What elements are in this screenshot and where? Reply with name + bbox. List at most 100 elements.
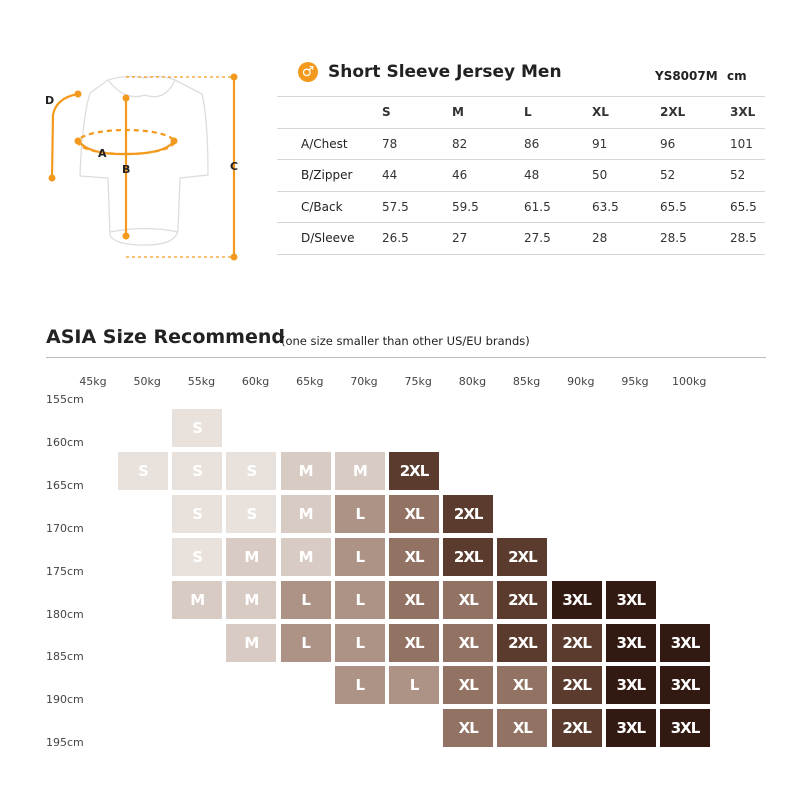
size-cell-2xl: 2XL — [497, 537, 548, 576]
height-label: 165cm — [46, 478, 84, 492]
height-label: 180cm — [46, 607, 84, 621]
size-cell-xl: XL — [443, 623, 494, 662]
size-cell-xl: XL — [497, 666, 548, 705]
table-cell: 52 — [660, 159, 730, 192]
size-cell-xl: XL — [389, 580, 439, 619]
label-d: D — [45, 94, 54, 107]
table-cell: 52 — [730, 159, 765, 192]
table-cell: 50 — [592, 159, 660, 192]
height-label: 160cm — [46, 435, 84, 449]
size-cell-xl: XL — [389, 537, 439, 576]
row-label: C/Back — [277, 191, 382, 223]
product-code: YS8007M — [655, 69, 718, 83]
size-cell-m: M — [226, 537, 277, 576]
size-cell-m: M — [334, 451, 385, 490]
size-cell-xl: XL — [389, 494, 439, 533]
size-cell-m: M — [280, 537, 331, 576]
table-row: B/Zipper 44 46 48 50 52 52 — [277, 159, 765, 192]
height-label: 185cm — [46, 650, 84, 664]
column-header — [277, 96, 382, 129]
table-cell: 26.5 — [382, 222, 452, 255]
table-cell: 44 — [382, 159, 452, 192]
row-label: D/Sleeve — [277, 222, 382, 255]
size-cell-3xl: 3XL — [605, 709, 656, 748]
size-cell-xl: XL — [443, 709, 494, 748]
recommend-note: (one size smaller than other US/EU brand… — [281, 334, 530, 348]
weight-label: 75kg — [404, 375, 432, 388]
size-cell-l: L — [334, 537, 385, 576]
height-label: 170cm — [46, 521, 84, 535]
weight-label: 100kg — [672, 375, 707, 388]
jersey-measurement-diagram: D A B C — [45, 73, 238, 261]
size-cell-m: M — [172, 580, 223, 619]
row-label: A/Chest — [277, 128, 382, 160]
size-cell-m: M — [280, 451, 331, 490]
table-cell: 57.5 — [382, 191, 452, 223]
column-header: 2XL — [660, 96, 730, 129]
table-header-row: S M L XL 2XL 3XL — [277, 96, 765, 129]
row-label: B/Zipper — [277, 159, 382, 192]
size-cell-xl: XL — [497, 709, 548, 748]
size-cell-s: S — [172, 537, 223, 576]
table-cell: 91 — [592, 128, 660, 160]
table-row: D/Sleeve 26.5 27 27.5 28 28.5 28.5 — [277, 222, 765, 255]
table-cell: 63.5 — [592, 191, 660, 223]
size-cell-l: L — [280, 580, 331, 619]
size-cell-2xl: 2XL — [497, 580, 548, 619]
column-header: M — [452, 96, 524, 129]
size-cell-s: S — [172, 494, 223, 533]
table-cell: 28.5 — [730, 222, 765, 255]
table-cell: 46 — [452, 159, 524, 192]
table-cell: 65.5 — [660, 191, 730, 223]
size-cell-l: L — [389, 666, 439, 705]
size-cell-l: L — [334, 580, 385, 619]
product-title: Short Sleeve Jersey Men — [328, 62, 562, 82]
table-cell: 27 — [452, 222, 524, 255]
size-cell-s: S — [226, 494, 277, 533]
column-header: XL — [592, 96, 660, 129]
table-cell: 27.5 — [524, 222, 592, 255]
table-row: A/Chest 78 82 86 91 96 101 — [277, 128, 765, 160]
size-cell-m: M — [226, 580, 277, 619]
table-cell: 82 — [452, 128, 524, 160]
column-header: L — [524, 96, 592, 129]
weight-label: 70kg — [350, 375, 378, 388]
size-cell-3xl: 3XL — [605, 666, 656, 705]
size-cell-s: S — [118, 451, 168, 490]
size-cell-3xl: 3XL — [660, 623, 710, 662]
size-cell-2xl: 2XL — [551, 709, 602, 748]
table-cell: 78 — [382, 128, 452, 160]
size-cell-s: S — [172, 451, 223, 490]
table-cell: 59.5 — [452, 191, 524, 223]
label-a: A — [98, 147, 107, 160]
weight-label: 55kg — [187, 375, 216, 388]
size-cell-2xl: 2XL — [551, 623, 602, 662]
size-cell-s: S — [226, 451, 277, 490]
weight-label: 85kg — [512, 375, 541, 388]
column-header: 3XL — [730, 96, 765, 129]
size-cell-2xl: 2XL — [443, 494, 494, 533]
label-c: C — [230, 160, 238, 173]
column-header: S — [382, 96, 452, 129]
table-cell: 48 — [524, 159, 592, 192]
height-label: 190cm — [46, 693, 84, 707]
size-cell-2xl: 2XL — [443, 537, 494, 576]
weight-label: 45kg — [79, 375, 107, 388]
size-cell-3xl: 3XL — [551, 580, 602, 619]
size-cell-3xl: 3XL — [605, 623, 656, 662]
recommend-title: ASIA Size Recommend — [46, 326, 285, 348]
size-cell-xl: XL — [389, 623, 439, 662]
table-cell: 96 — [660, 128, 730, 160]
table-row: C/Back 57.5 59.5 61.5 63.5 65.5 65.5 — [277, 191, 765, 223]
weight-label: 90kg — [567, 375, 595, 388]
size-cell-l: L — [280, 623, 331, 662]
size-chart-table: S M L XL 2XL 3XL A/Chest 78 82 86 91 96 101 B/Zipper 4… — [277, 96, 765, 255]
male-symbol-icon: ♂ — [298, 62, 318, 82]
weight-label: 95kg — [621, 375, 649, 388]
size-cell-3xl: 3XL — [605, 580, 656, 619]
height-label: 155cm — [46, 393, 84, 406]
size-cell-l: L — [334, 666, 385, 705]
size-cell-3xl: 3XL — [660, 666, 710, 705]
size-cell-xl: XL — [443, 580, 494, 619]
unit-label: cm — [727, 69, 747, 83]
